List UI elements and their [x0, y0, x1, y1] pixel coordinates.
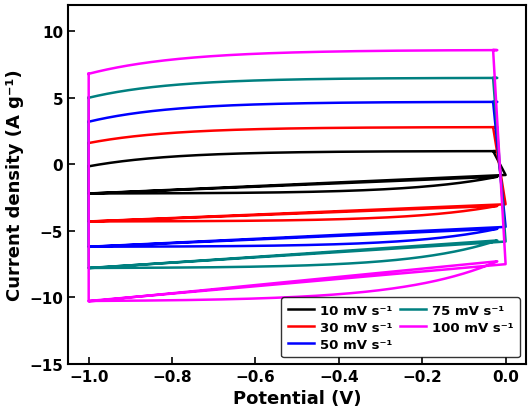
75 mV s⁻¹: [86, 96, 92, 101]
75 mV s⁻¹: [212, 81, 219, 85]
10 mV s⁻¹: [490, 149, 496, 154]
100 mV s⁻¹: [368, 49, 375, 54]
100 mV s⁻¹: [212, 54, 219, 59]
75 mV s⁻¹: [86, 266, 92, 271]
100 mV s⁻¹: [413, 49, 420, 54]
100 mV s⁻¹: [86, 72, 92, 77]
100 mV s⁻¹: [86, 72, 92, 77]
30 mV s⁻¹: [462, 126, 469, 131]
100 mV s⁻¹: [86, 299, 92, 304]
50 mV s⁻¹: [462, 100, 469, 105]
Legend: 10 mV s⁻¹, 30 mV s⁻¹, 50 mV s⁻¹, 75 mV s⁻¹, 100 mV s⁻¹: 10 mV s⁻¹, 30 mV s⁻¹, 50 mV s⁻¹, 75 mV s…: [281, 298, 520, 358]
10 mV s⁻¹: [86, 164, 92, 169]
75 mV s⁻¹: [462, 76, 469, 81]
75 mV s⁻¹: [88, 95, 95, 100]
100 mV s⁻¹: [88, 71, 95, 76]
50 mV s⁻¹: [88, 119, 95, 124]
Line: 100 mV s⁻¹: 100 mV s⁻¹: [89, 51, 505, 302]
10 mV s⁻¹: [86, 192, 92, 197]
30 mV s⁻¹: [86, 141, 92, 146]
50 mV s⁻¹: [413, 100, 420, 105]
Line: 75 mV s⁻¹: 75 mV s⁻¹: [89, 78, 505, 268]
X-axis label: Potential (V): Potential (V): [233, 389, 361, 408]
10 mV s⁻¹: [462, 150, 469, 154]
50 mV s⁻¹: [86, 245, 92, 250]
10 mV s⁻¹: [413, 150, 420, 154]
30 mV s⁻¹: [212, 129, 219, 134]
30 mV s⁻¹: [413, 126, 420, 131]
100 mV s⁻¹: [285, 295, 292, 300]
50 mV s⁻¹: [86, 120, 92, 125]
30 mV s⁻¹: [88, 140, 95, 145]
100 mV s⁻¹: [490, 48, 496, 53]
50 mV s⁻¹: [490, 100, 496, 105]
30 mV s⁻¹: [490, 125, 496, 130]
30 mV s⁻¹: [86, 220, 92, 225]
50 mV s⁻¹: [285, 243, 292, 248]
50 mV s⁻¹: [212, 104, 219, 109]
30 mV s⁻¹: [285, 218, 292, 223]
50 mV s⁻¹: [86, 120, 92, 125]
10 mV s⁻¹: [368, 150, 375, 154]
30 mV s⁻¹: [368, 126, 375, 131]
10 mV s⁻¹: [88, 164, 95, 169]
10 mV s⁻¹: [285, 190, 292, 195]
75 mV s⁻¹: [86, 96, 92, 101]
30 mV s⁻¹: [86, 141, 92, 146]
Line: 10 mV s⁻¹: 10 mV s⁻¹: [89, 152, 505, 194]
75 mV s⁻¹: [368, 77, 375, 82]
75 mV s⁻¹: [285, 264, 292, 269]
10 mV s⁻¹: [212, 152, 219, 157]
10 mV s⁻¹: [86, 164, 92, 169]
75 mV s⁻¹: [413, 76, 420, 81]
Line: 30 mV s⁻¹: 30 mV s⁻¹: [89, 128, 505, 222]
50 mV s⁻¹: [368, 101, 375, 106]
Line: 50 mV s⁻¹: 50 mV s⁻¹: [89, 102, 505, 247]
Y-axis label: Current density (A g⁻¹): Current density (A g⁻¹): [5, 69, 23, 300]
75 mV s⁻¹: [490, 76, 496, 81]
100 mV s⁻¹: [462, 49, 469, 54]
